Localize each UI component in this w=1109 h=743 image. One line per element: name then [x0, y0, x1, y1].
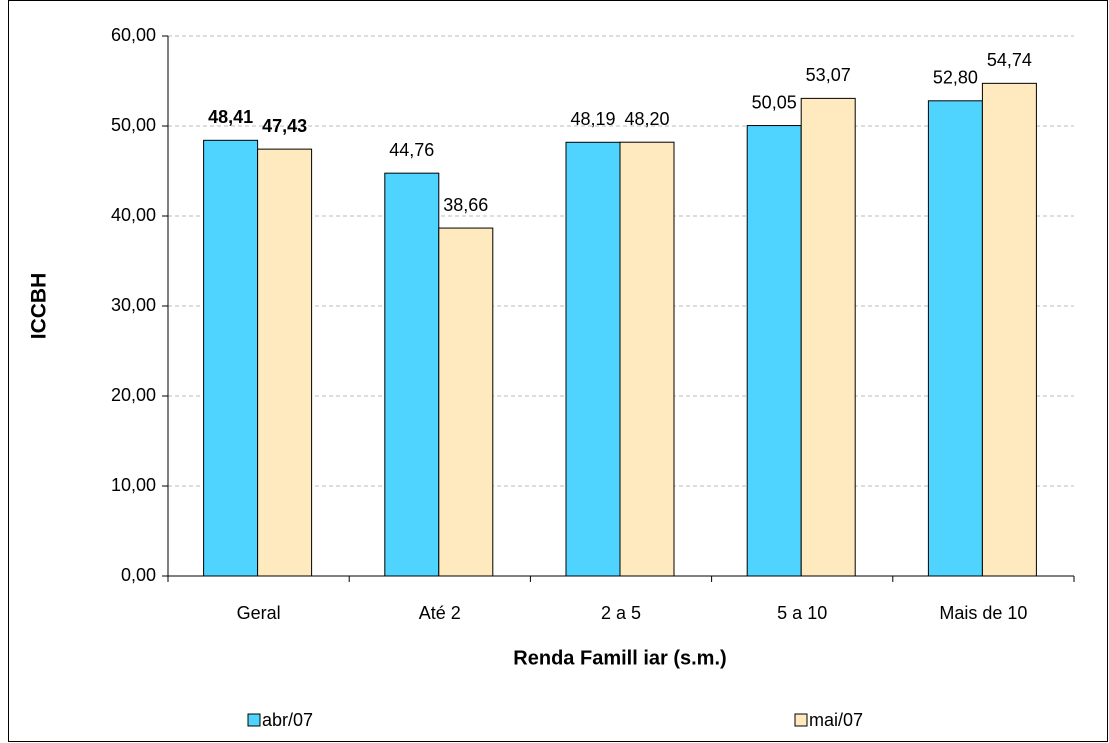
legend-label: abr/07	[262, 710, 313, 730]
bar	[257, 148, 313, 577]
legend-label: mai/07	[809, 710, 863, 730]
value-label: 54,74	[987, 50, 1032, 70]
value-label: 48,41	[208, 107, 253, 127]
value-label: 48,20	[624, 109, 669, 129]
y-tick-label: 10,00	[111, 475, 156, 495]
y-tick-label: 30,00	[111, 295, 156, 315]
y-tick-label: 0,00	[121, 565, 156, 585]
legend-swatch	[247, 713, 261, 727]
bar	[927, 100, 983, 577]
x-tick-label: Até 2	[419, 603, 461, 623]
value-label: 48,19	[570, 109, 615, 129]
bar	[981, 82, 1037, 577]
bar	[746, 125, 802, 577]
bar	[800, 97, 856, 577]
bar	[203, 139, 259, 577]
bar	[619, 141, 675, 577]
chart-frame	[8, 0, 1108, 742]
x-tick-label: Mais de 10	[939, 603, 1027, 623]
y-tick-label: 40,00	[111, 205, 156, 225]
y-tick-label: 20,00	[111, 385, 156, 405]
value-label: 53,07	[806, 65, 851, 85]
legend-swatch	[794, 713, 808, 727]
x-tick-label: 2 a 5	[601, 603, 641, 623]
bar	[565, 141, 621, 577]
y-tick-label: 60,00	[111, 25, 156, 45]
x-tick-label: Geral	[237, 603, 281, 623]
y-tick-label: 50,00	[111, 115, 156, 135]
bar	[384, 172, 440, 577]
x-tick-label: 5 a 10	[777, 603, 827, 623]
value-label: 38,66	[443, 195, 488, 215]
x-axis-title: Renda Famill iar (s.m.)	[513, 647, 726, 669]
value-label: 47,43	[262, 116, 307, 136]
bar	[438, 227, 494, 577]
value-label: 52,80	[933, 68, 978, 88]
y-axis-title: ICCBH	[28, 273, 51, 340]
value-label: 50,05	[752, 92, 797, 112]
value-label: 44,76	[389, 140, 434, 160]
